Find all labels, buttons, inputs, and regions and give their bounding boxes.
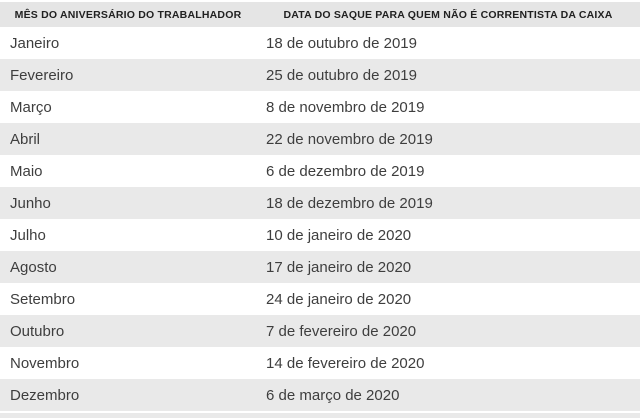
table-row: Julho 10 de janeiro de 2020 (0, 219, 640, 251)
table-header-row: MÊS DO ANIVERSÁRIO DO TRABALHADOR DATA D… (0, 2, 640, 27)
cell-withdrawal-date: 8 de novembro de 2019 (266, 98, 425, 116)
table-row: Março 8 de novembro de 2019 (0, 91, 640, 123)
cell-month: Maio (10, 162, 43, 180)
cell-withdrawal-date: 14 de fevereiro de 2020 (266, 354, 425, 372)
table-row: Dezembro 6 de março de 2020 (0, 379, 640, 411)
table-row: Maio 6 de dezembro de 2019 (0, 155, 640, 187)
bottom-strip (0, 413, 640, 418)
cell-month: Agosto (10, 258, 57, 276)
cell-month: Março (10, 98, 52, 116)
table-row: Abril 22 de novembro de 2019 (0, 123, 640, 155)
cell-month: Abril (10, 130, 41, 148)
table-row: Junho 18 de dezembro de 2019 (0, 187, 640, 219)
cell-month: Janeiro (10, 34, 60, 52)
cell-withdrawal-date: 17 de janeiro de 2020 (266, 258, 412, 276)
cell-month: Dezembro (10, 386, 80, 404)
cell-month: Novembro (10, 354, 80, 372)
cell-month: Junho (10, 194, 51, 212)
cell-withdrawal-date: 24 de janeiro de 2020 (266, 290, 412, 308)
cell-withdrawal-date: 6 de dezembro de 2019 (266, 162, 425, 180)
cell-withdrawal-date: 18 de dezembro de 2019 (266, 194, 433, 212)
cell-withdrawal-date: 6 de março de 2020 (266, 386, 400, 404)
cell-withdrawal-date: 18 de outubro de 2019 (266, 34, 417, 52)
cell-month: Outubro (10, 322, 65, 340)
cell-withdrawal-date: 25 de outubro de 2019 (266, 66, 417, 84)
bottom-gap (0, 411, 640, 413)
table-body: Janeiro 18 de outubro de 2019 Fevereiro 25 … (0, 27, 640, 411)
table-row: Agosto 17 de janeiro de 2020 (0, 251, 640, 283)
cell-month: Setembro (10, 290, 76, 308)
cell-month: Julho (10, 226, 46, 244)
table-row: Setembro 24 de janeiro de 2020 (0, 283, 640, 315)
table-row: Janeiro 18 de outubro de 2019 (0, 27, 640, 59)
cell-month: Fevereiro (10, 66, 74, 84)
table-row: Outubro 7 de fevereiro de 2020 (0, 315, 640, 347)
cell-withdrawal-date: 7 de fevereiro de 2020 (266, 322, 417, 340)
cell-withdrawal-date: 22 de novembro de 2019 (266, 130, 433, 148)
column-header-withdrawal-date: DATA DO SAQUE PARA QUEM NÃO É CORRENTIST… (283, 8, 613, 21)
cell-withdrawal-date: 10 de janeiro de 2020 (266, 226, 412, 244)
column-header-birthday-month: MÊS DO ANIVERSÁRIO DO TRABALHADOR (14, 8, 242, 21)
table-row: Fevereiro 25 de outubro de 2019 (0, 59, 640, 91)
top-margin (0, 0, 640, 2)
table-row: Novembro 14 de fevereiro de 2020 (0, 347, 640, 379)
